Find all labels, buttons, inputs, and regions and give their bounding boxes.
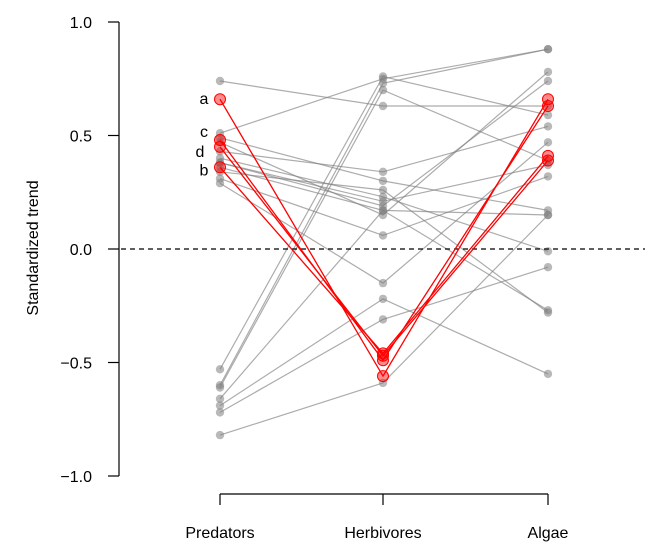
background-data-point — [543, 67, 553, 77]
highlight-data-point — [214, 140, 226, 153]
background-data-point — [215, 430, 225, 440]
background-data-point — [215, 179, 225, 188]
series-label-a: a — [200, 91, 209, 108]
background-data-point — [215, 76, 225, 86]
background-data-point — [215, 365, 225, 374]
y-axis-label: Standardized trend — [25, 180, 42, 315]
highlight-data-point — [214, 161, 226, 174]
highlight-series-group: a b cd — [196, 91, 554, 383]
background-data-point — [378, 79, 388, 88]
background-data-point — [215, 138, 225, 147]
background-data-point — [378, 101, 388, 111]
y-tick-label: 0.0 — [70, 242, 92, 259]
series-label-c: c — [200, 124, 208, 141]
series-label-d: d — [196, 144, 205, 161]
x-axis: Predators Herbivores Algae — [185, 493, 569, 542]
background-data-point — [378, 85, 388, 95]
x-tick-label: Herbivores — [344, 525, 421, 542]
background-series-line — [219, 214, 549, 436]
highlight-series-line — [219, 105, 549, 362]
x-tick-label: Algae — [528, 525, 569, 542]
background-data-point — [378, 294, 388, 304]
highlight-data-point — [214, 93, 226, 106]
highlight-data-point — [377, 349, 389, 362]
background-data-point — [378, 206, 388, 215]
y-tick-label: −1.0 — [60, 469, 92, 486]
background-data-point — [543, 263, 553, 272]
background-data-point — [543, 247, 553, 256]
background-data-point — [378, 167, 388, 176]
background-data-point — [543, 308, 553, 317]
background-data-point — [215, 394, 225, 403]
background-data-point — [543, 110, 553, 120]
x-tick-label: Predators — [185, 525, 254, 542]
y-tick-label: 0.5 — [70, 129, 92, 146]
background-data-point — [215, 401, 225, 410]
background-data-point — [378, 231, 388, 240]
background-data-point — [543, 76, 553, 86]
background-data-point — [378, 185, 388, 195]
background-data-point — [543, 45, 553, 54]
y-tick-label: 1.0 — [70, 15, 92, 32]
background-data-point — [378, 278, 388, 288]
background-data-point — [378, 72, 388, 81]
highlight-data-point — [542, 154, 554, 167]
series-label-b: b — [200, 162, 209, 179]
background-data-point — [543, 210, 553, 220]
background-data-point — [378, 315, 388, 324]
background-data-point — [543, 369, 553, 379]
background-data-point — [543, 122, 553, 131]
highlight-data-point — [377, 370, 389, 383]
background-data-point — [215, 383, 225, 392]
background-data-point — [215, 408, 225, 417]
background-data-point — [378, 176, 388, 186]
background-data-point — [543, 138, 553, 147]
highlight-data-point — [542, 93, 554, 106]
highlight-data-point — [214, 134, 226, 146]
highlight-data-point — [542, 100, 554, 112]
y-axis: −1.0 −0.5 0.0 0.5 1.0 — [60, 15, 120, 486]
highlight-series-line — [219, 146, 549, 357]
background-series-group — [215, 45, 553, 440]
y-tick-label: −0.5 — [60, 356, 92, 373]
background-series-line — [219, 266, 549, 413]
highlight-series-line — [219, 155, 549, 355]
background-series-line — [219, 125, 549, 173]
background-data-point — [543, 172, 553, 181]
